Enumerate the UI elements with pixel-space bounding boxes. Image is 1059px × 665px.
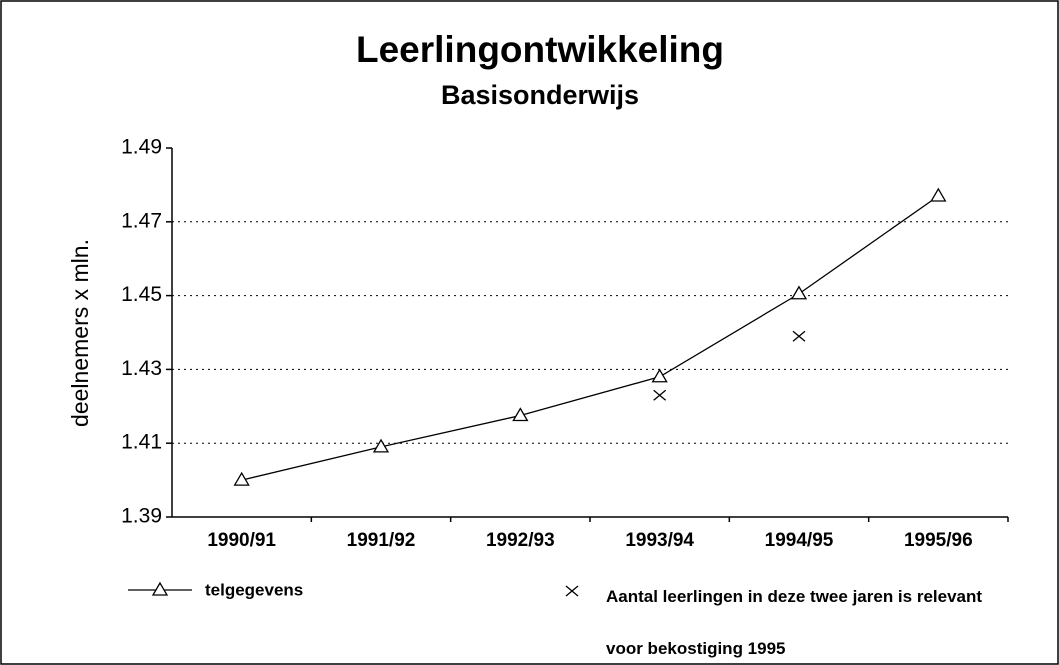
point — [512, 407, 529, 422]
x-tick-label: 1992/93 — [486, 530, 555, 551]
series-line — [241, 195, 939, 481]
point — [930, 187, 947, 202]
x-tick-label: 1993/94 — [625, 530, 694, 551]
chart-subtitle: Basisonderwijs — [441, 80, 639, 110]
point — [233, 471, 250, 486]
legend-marker — [565, 585, 579, 597]
y-tick-label: 1.39 — [121, 505, 162, 528]
x-tick-label: 1995/96 — [904, 530, 973, 551]
y-tick-label: 1.47 — [121, 209, 162, 232]
point — [653, 389, 667, 401]
point — [651, 368, 668, 383]
x-tick-label: 1994/95 — [765, 530, 834, 551]
chart-title: Leerlingontwikkeling — [356, 29, 724, 70]
legend-text: Aantal leerlingen in deze twee jaren is … — [606, 587, 983, 658]
x-tick-label: 1991/92 — [347, 530, 416, 551]
y-tick-label: 1.43 — [121, 357, 162, 380]
y-tick-label: 1.45 — [121, 283, 162, 306]
legend-text: telgegevens — [205, 580, 303, 599]
y-axis-label: deelnemers x mln. — [67, 239, 93, 427]
y-tick-label: 1.41 — [121, 431, 162, 454]
point — [372, 438, 390, 453]
y-tick-label: 1.49 — [121, 136, 162, 159]
point — [792, 330, 806, 342]
point — [790, 285, 808, 300]
legend-marker — [151, 581, 169, 596]
x-tick-label: 1990/91 — [207, 530, 276, 551]
